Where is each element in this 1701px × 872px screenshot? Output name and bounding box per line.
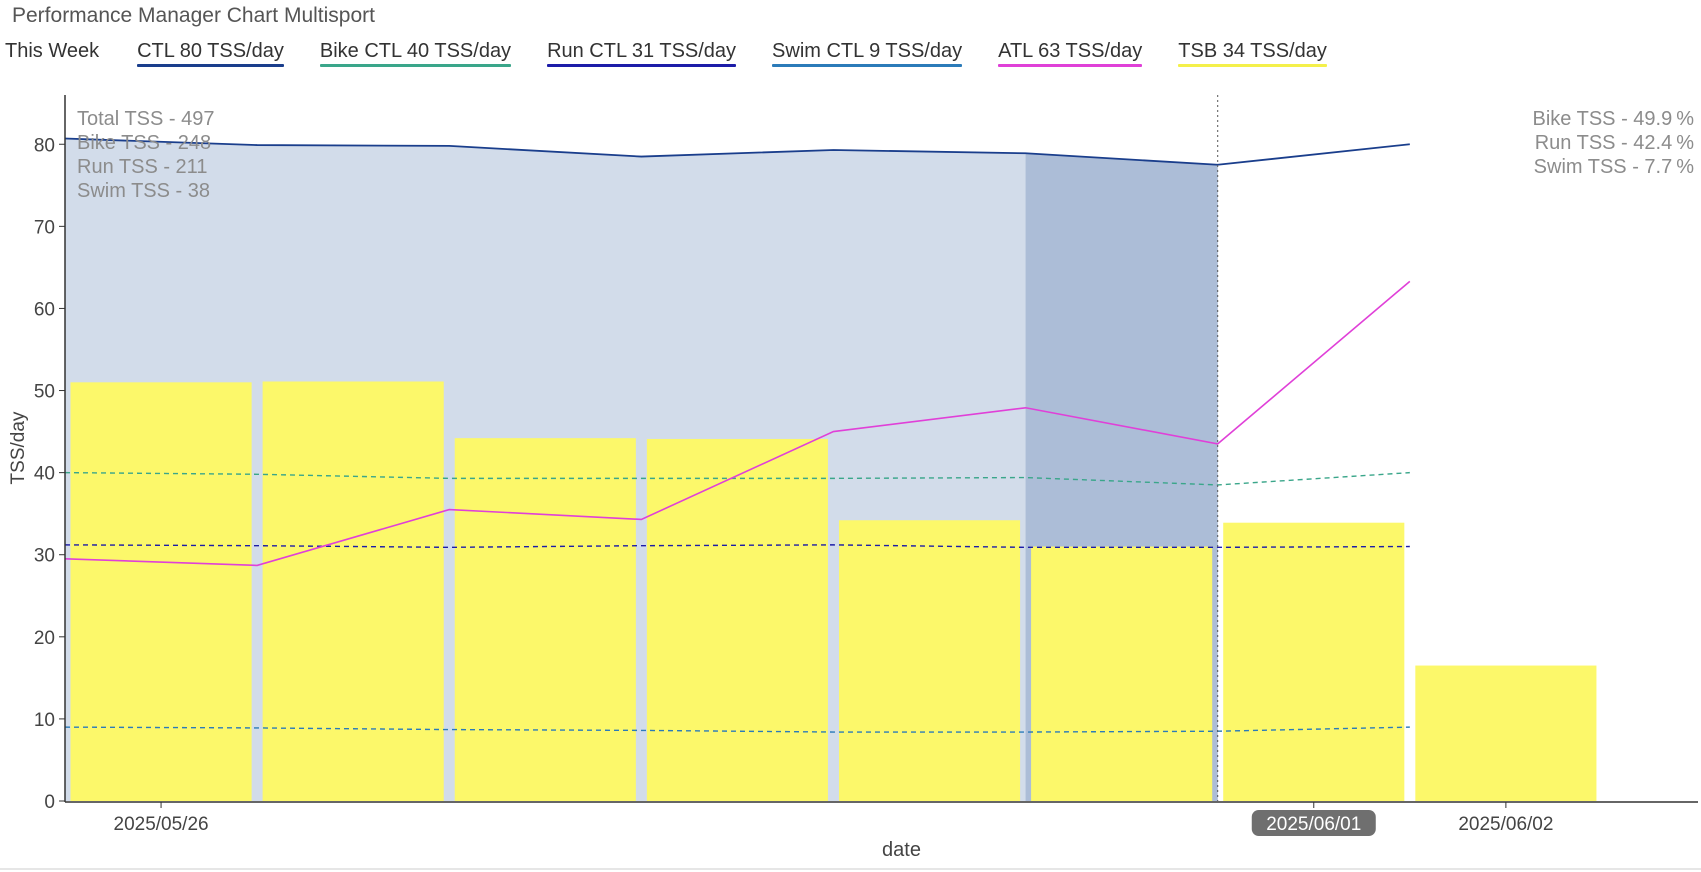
tsb-bar[interactable] (454, 438, 636, 801)
legend-label: Run CTL 31 TSS/day (547, 40, 737, 62)
series-lines-layer (64, 95, 1411, 801)
summary-right-line: Swim TSS - 7.7 % (1534, 156, 1695, 178)
y-axis-title: TSS/day (8, 411, 29, 484)
legend-swatch (998, 64, 1143, 67)
y-tick-label: 30 (34, 546, 55, 567)
legend-swatch (547, 64, 737, 67)
y-tick-label: 0 (44, 792, 55, 813)
x-axis-title: date (882, 839, 921, 861)
axes-layer: 0 10 20 30 40 50 60 70 80 TSS/day 2025/05/26 2025/0… (8, 95, 1698, 861)
legend: This Week CTL 80 TSS/day Bike CTL 40 TSS… (5, 40, 1363, 67)
summary-left-line: Run TSS - 211 (77, 156, 207, 178)
legend-label: Swim CTL 9 TSS/day (772, 40, 963, 62)
y-tick-label: 10 (34, 710, 55, 731)
x-tick-label: 2025/06/02 (1458, 814, 1553, 835)
swim-ctl-line[interactable] (64, 726, 1410, 733)
y-tick-label: 70 (34, 217, 55, 238)
tsb-bar[interactable] (1223, 522, 1405, 801)
tsb-bars-layer (70, 381, 1597, 801)
legend-item-bike-ctl[interactable]: Bike CTL 40 TSS/day (319, 40, 512, 67)
x-tick-label: 2025/06/01 (1266, 814, 1361, 835)
legend-period-label: This Week (5, 40, 100, 62)
bike-ctl-line[interactable] (64, 471, 1410, 486)
legend-swatch (772, 64, 963, 67)
legend-label: Bike CTL 40 TSS/day (319, 40, 512, 62)
legend-swatch (137, 64, 284, 67)
tsb-bar[interactable] (838, 520, 1021, 801)
summary-right-line: Bike TSS - 49.9 % (1533, 108, 1695, 130)
tsb-bar[interactable] (646, 438, 828, 801)
legend-label: TSB 34 TSS/day (1178, 40, 1327, 62)
summary-left-line: Swim TSS - 38 (77, 180, 210, 202)
atl-line[interactable] (64, 280, 1411, 567)
tsb-bar[interactable] (70, 382, 252, 801)
legend-item-tsb[interactable]: TSB 34 TSS/day (1178, 40, 1327, 67)
legend-label: ATL 63 TSS/day (998, 40, 1143, 62)
legend-item-run-ctl[interactable]: Run CTL 31 TSS/day (547, 40, 737, 67)
summary-right-line: Run TSS - 42.4 % (1535, 132, 1694, 154)
y-tick-label: 60 (34, 299, 55, 320)
tsb-bar[interactable] (262, 381, 444, 801)
current-date-badge (1251, 810, 1376, 836)
y-tick-label: 80 (34, 135, 55, 156)
run-ctl-line[interactable] (64, 544, 1410, 549)
summary-left-line: Bike TSS - 248 (77, 132, 211, 154)
y-tick-label: 20 (34, 628, 55, 649)
tsb-bar[interactable] (1415, 665, 1597, 801)
y-tick-label: 40 (34, 464, 55, 485)
legend-label: CTL 80 TSS/day (137, 40, 284, 62)
legend-swatch (319, 64, 512, 67)
x-tick-label: 2025/05/26 (114, 814, 209, 835)
tsb-bar[interactable] (1031, 546, 1213, 801)
legend-item-atl[interactable]: ATL 63 TSS/day (998, 40, 1143, 67)
legend-swatch (1178, 64, 1327, 67)
bottom-divider (0, 868, 1701, 870)
summary-left-line: Total TSS - 497 (77, 108, 214, 130)
ctl-line[interactable] (64, 137, 1410, 166)
chart-title: Performance Manager Chart Multisport (12, 4, 375, 27)
legend-item-swim-ctl[interactable]: Swim CTL 9 TSS/day (772, 40, 963, 67)
y-tick-label: 50 (34, 382, 55, 403)
legend-item-ctl[interactable]: CTL 80 TSS/day (137, 40, 284, 67)
